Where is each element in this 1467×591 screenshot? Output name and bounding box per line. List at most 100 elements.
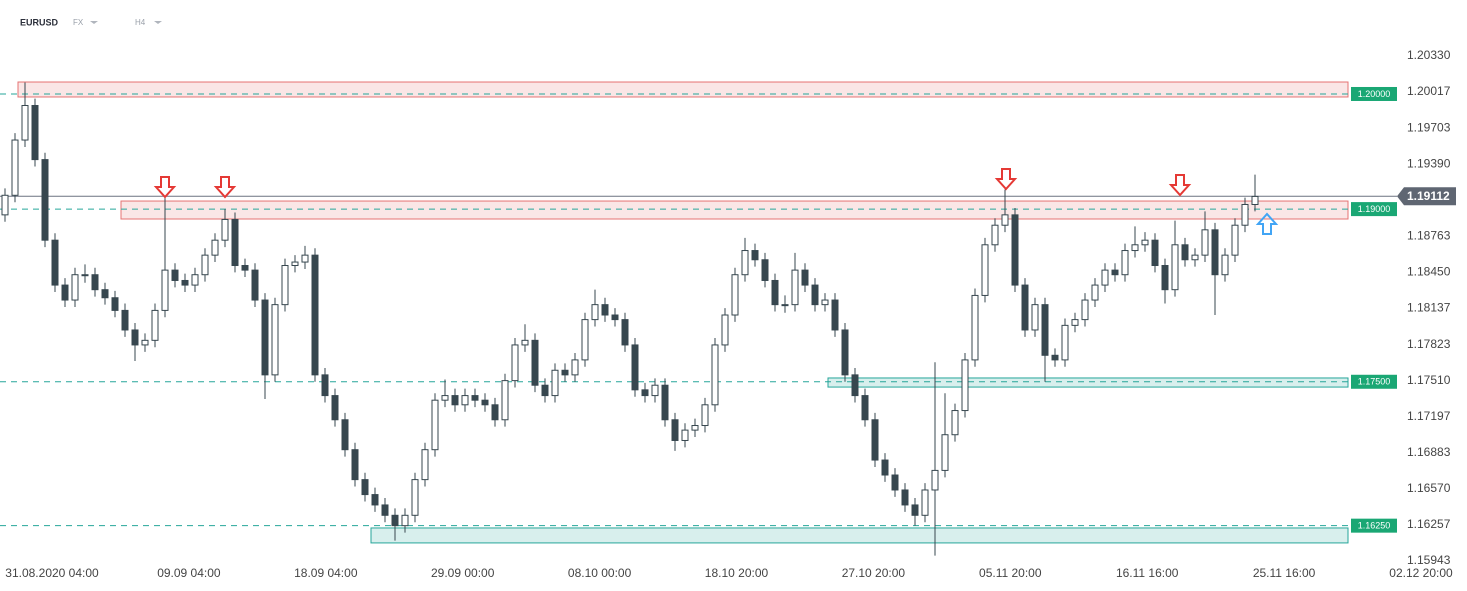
candle-body [881, 459, 889, 476]
level-label-box [1351, 86, 1397, 101]
candle-body [761, 259, 769, 281]
candle-body [1091, 284, 1099, 301]
candle-body [641, 389, 649, 397]
candle-body [1121, 250, 1129, 276]
candle-body [131, 329, 139, 346]
candle-body [1011, 214, 1019, 286]
candle-body [361, 479, 369, 496]
zone [120, 200, 1349, 220]
y-tick-label: 1.18450 [1407, 265, 1451, 279]
x-tick-label: 09.09 04:00 [157, 566, 221, 580]
candle-body [741, 250, 749, 276]
candle-body [211, 239, 219, 256]
candle-body [961, 359, 969, 412]
candle-body [681, 429, 689, 441]
candle-body [871, 419, 879, 461]
candle-body [511, 344, 519, 382]
level-label-box [1351, 374, 1397, 389]
y-tick-label: 1.16883 [1407, 445, 1451, 459]
dropdown-caret[interactable] [154, 21, 162, 24]
x-tick-label: 08.10 00:00 [568, 566, 632, 580]
candle-body [281, 265, 289, 306]
candle-body [181, 279, 189, 286]
level-label-box [1351, 518, 1397, 533]
y-tick-label: 1.15943 [1407, 553, 1451, 567]
candle-body [411, 479, 419, 516]
candle-body [771, 279, 779, 306]
level-label-box [1351, 202, 1397, 217]
candle-body [401, 514, 409, 527]
candle-body [491, 404, 499, 421]
candle-body [451, 395, 459, 406]
candle-body [1031, 304, 1039, 331]
candle-body [941, 434, 949, 471]
candle-body [341, 419, 349, 451]
y-tick-label: 1.19703 [1407, 120, 1451, 134]
y-tick-label: 1.18137 [1407, 301, 1451, 315]
candle-body [501, 380, 509, 421]
candle-body [171, 269, 179, 281]
x-tick-label: 02.12 20:00 [1389, 566, 1453, 580]
candle-body [1021, 284, 1029, 331]
candle-body [901, 489, 909, 506]
candle-body [31, 104, 39, 161]
x-tick-label: 18.10 20:00 [705, 566, 769, 580]
candle-body [351, 449, 359, 481]
candle-body [701, 404, 709, 427]
candle-body [61, 284, 69, 301]
candles [1, 82, 1259, 556]
candle-body [551, 369, 559, 397]
candle-body [981, 244, 989, 296]
y-tick-label: 1.20017 [1407, 84, 1451, 98]
candle-body [51, 239, 59, 286]
candle-body [1111, 269, 1119, 276]
y-tick-label: 1.17823 [1407, 337, 1451, 351]
candle-body [831, 299, 839, 331]
candle-body [991, 224, 999, 246]
market[interactable]: FX [73, 18, 84, 27]
candle-body [1001, 214, 1009, 226]
y-tick-label: 1.17510 [1407, 373, 1451, 387]
resistance-markers [153, 168, 1279, 235]
candle-body [1061, 324, 1069, 361]
candle-body [1101, 269, 1109, 286]
y-tick-label: 1.16570 [1407, 481, 1451, 495]
candle-body [1161, 265, 1169, 291]
candle-body [531, 339, 539, 386]
axis: 1.20330 1.20017 1.19703 1.19390 1.18763 1.184… [5, 48, 1456, 580]
x-tick-label: 05.11 20:00 [979, 566, 1042, 580]
candle-body [711, 344, 719, 406]
candle-body [161, 269, 169, 311]
level-label: 1.19000 [1358, 204, 1391, 214]
candle-body [151, 309, 159, 341]
last-price-label: 1.19112 [1407, 189, 1450, 203]
candle-body [391, 514, 399, 527]
x-tick-label: 25.11 16:00 [1253, 566, 1316, 580]
zone [370, 527, 1349, 544]
timeframe[interactable]: H4 [135, 18, 146, 27]
candle-body [121, 309, 129, 331]
dropdown-caret[interactable] [90, 21, 98, 24]
candle-body [471, 395, 479, 401]
candle-body [1181, 244, 1189, 261]
candle-body [1141, 239, 1149, 246]
zone [827, 377, 1349, 388]
candle-body [811, 284, 819, 306]
candle-body [541, 384, 549, 397]
candle-body [1191, 254, 1199, 261]
x-tick-label: 31.08.2020 04:00 [5, 566, 99, 580]
candle-body [431, 399, 439, 451]
candle-body [1151, 239, 1159, 267]
candle-body [611, 314, 619, 321]
down-arrow [994, 168, 1018, 191]
candle-body [691, 425, 699, 431]
candle-body [1081, 299, 1089, 321]
candle-body [251, 269, 259, 301]
last-price-box [1397, 187, 1456, 206]
candle-body [851, 374, 859, 397]
symbol[interactable]: EURUSD [20, 17, 59, 27]
y-tick-label: 1.17197 [1407, 409, 1451, 423]
candle-body [781, 304, 789, 307]
candle-body [931, 469, 939, 491]
